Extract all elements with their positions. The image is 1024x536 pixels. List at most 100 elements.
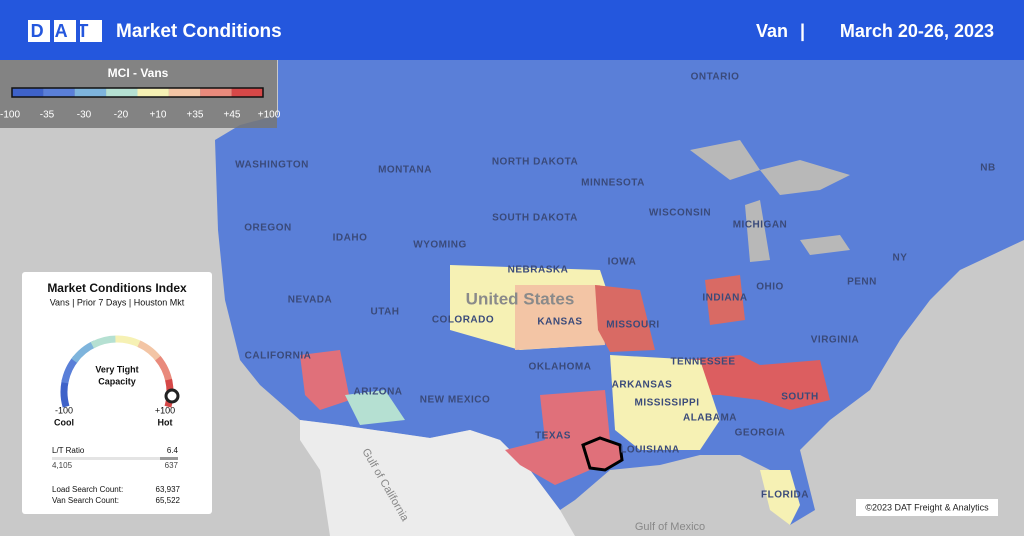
red-zone [705,275,745,325]
legend: -100 -35 -30 -20 +10 +35 +45 +100 [0,87,281,121]
gauge-needle [164,388,180,404]
map-label: INDIANA [702,293,747,304]
van-search-value: 65,522 [156,496,181,505]
legend-label: -20 [114,110,129,121]
teal-zone [345,390,405,425]
map-label: NEBRASKA [508,265,569,276]
map-label: VIRGINIA [811,335,859,346]
legend-swatch [168,88,201,97]
map-label: ALABAMA [683,413,737,424]
red-zone [505,390,610,485]
header-title: Market Conditions [116,21,282,42]
map-label: OHIO [756,282,784,293]
van-search-label: Van Search Count: [52,496,119,505]
legend-label: +10 [150,110,167,121]
gauge-max-word: Hot [158,417,173,427]
logo-box [28,20,50,42]
card-subtitle: Vans | Prior 7 Days | Houston Mkt [50,297,185,307]
map-label: ONTARIO [691,72,740,83]
yellow-zone [760,470,800,525]
map-label: COLORADO [432,315,494,326]
gauge-segment [60,378,70,408]
legend-label: +45 [224,110,241,121]
legend-swatch [43,88,75,97]
ratio-bar [52,457,178,460]
map-label: TEXAS [535,431,571,442]
map-label: NY [893,253,908,264]
loads: 4,105 [52,461,73,470]
map-label: ARKANSAS [612,380,673,391]
yellow-zone [610,355,720,450]
legend-frame [11,87,264,98]
ratio-label: L/T Ratio [52,446,85,455]
legend-swatch [231,88,263,97]
legend-swatch [106,88,138,97]
legend-swatch [137,88,169,97]
peach-zone [515,285,605,350]
map-label: IOWA [608,257,637,268]
map-label: Gulf of Mexico [635,521,705,533]
gauge [60,335,174,408]
map-label: OREGON [244,223,291,234]
legend-title: MCI - Vans [108,66,169,80]
map-label: UTAH [370,307,399,318]
map-label: CALIFORNIA [245,351,312,362]
lakes [690,140,850,262]
map-label: United States [466,289,575,308]
map-label: NEVADA [288,295,332,306]
map-label: NEW MEXICO [420,395,491,406]
map-label: PENN [847,277,877,288]
header-separator: | [800,21,805,41]
legend-label: -35 [40,110,55,121]
header-date: March 20-26, 2023 [840,21,994,41]
map-label: NB [980,163,995,174]
copyright-box [856,499,998,516]
map-label: MONTANA [378,165,432,176]
gauge-status: Capacity [98,376,136,386]
map-label: MICHIGAN [733,220,788,231]
map-label: NORTH DAKOTA [492,157,578,168]
map-label: MISSOURI [606,320,659,331]
red-zone [680,355,830,410]
logo: DAT [31,21,100,41]
header [0,0,1024,60]
us-canada [215,46,1024,525]
houston-market [581,436,624,472]
map-label: SOUTH [781,392,819,403]
map-label: LOUISIANA [620,445,680,456]
copyright: ©2023 DAT Freight & Analytics [865,502,989,512]
mexico [300,420,575,536]
map-label: OKLAHOMA [529,362,592,373]
map-label: KANSAS [537,317,582,328]
gauge-status: Very Tight [95,364,138,374]
map-label: MINNESOTA [581,178,645,189]
ratio-bar-fill [160,457,178,460]
map-label: WISCONSIN [649,208,711,219]
header-mode: Van [756,21,788,41]
load-search-value: 63,937 [156,485,181,494]
legend-label: -100 [0,110,20,121]
legend-label: -30 [77,110,92,121]
legend-label: +35 [187,110,204,121]
map-label: FLORIDA [761,490,809,501]
map-label: WYOMING [413,240,467,251]
logo-box [54,20,76,42]
legend-swatch [200,88,232,97]
trucks: 637 [165,461,179,470]
map-label: MISSISSIPPI [635,398,700,409]
map-label: TENNESSEE [670,357,735,368]
map-label: IDAHO [333,233,368,244]
map-label: SOUTH DAKOTA [492,213,578,224]
mci-card [22,272,212,514]
map-label: ARIZONA [353,387,402,398]
card-title: Market Conditions Index [47,281,187,295]
legend-swatch [12,88,44,97]
load-search-label: Load Search Count: [52,485,123,494]
logo-box [80,20,102,42]
red-zone [595,285,655,352]
ratio-value: 6.4 [167,446,179,455]
red-zone [300,350,350,410]
gauge-max: +100 [155,405,175,415]
gauge-min: -100 [55,405,73,415]
map-label: WASHINGTON [235,160,309,171]
